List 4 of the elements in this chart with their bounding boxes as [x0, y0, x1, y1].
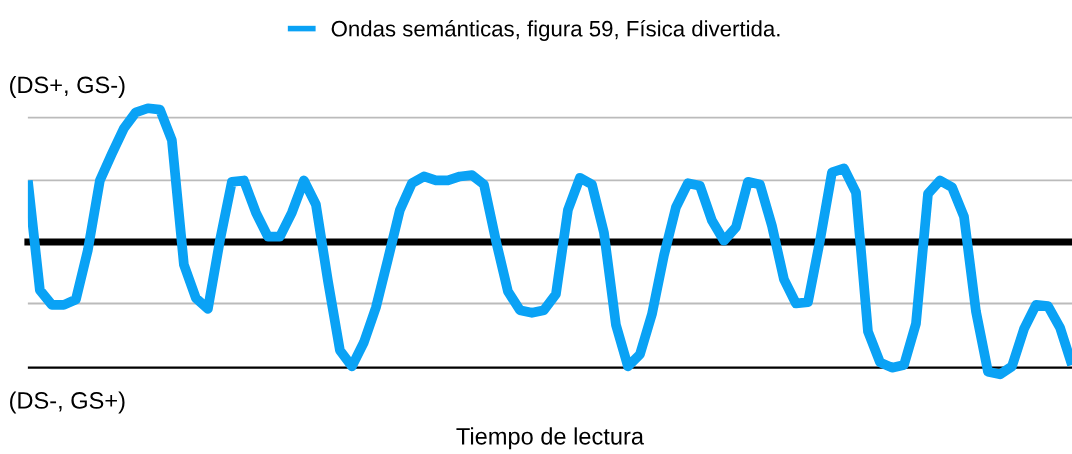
text: (DS+, GS-)	[10, 75, 125, 98]
x-axis-title: Tiempo de lectura	[456, 427, 644, 450]
text: (DS-, GS+)	[10, 391, 125, 414]
legend-label: Ondas semánticas, figura 59, Física divertida.	[331, 20, 780, 41]
